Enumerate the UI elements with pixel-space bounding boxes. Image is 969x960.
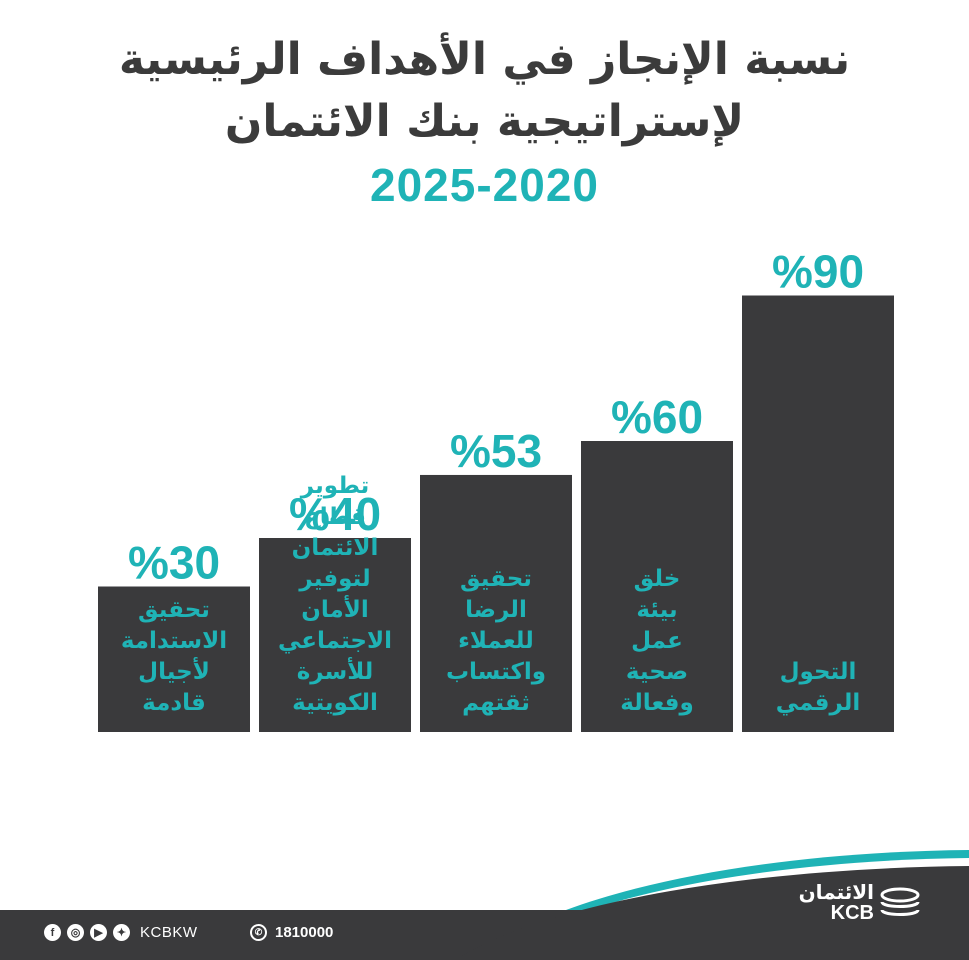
whatsapp-icon[interactable]: ✆ (250, 924, 267, 941)
bar-3 (420, 474, 572, 732)
bar-5 (742, 295, 894, 732)
bar-category-label-5-line-1: التحول (780, 659, 857, 685)
social-handle: KCBKW (140, 924, 198, 941)
bar-category-label-4-line-4: صحية (626, 659, 688, 685)
bar-category-label-2-line-7: للأسرة (297, 656, 374, 685)
instagram-icon[interactable]: ◎ (67, 924, 84, 941)
bar-4 (581, 441, 733, 732)
kcb-logo: الائتمان KCB (790, 880, 930, 930)
phone-number: 1810000 (275, 924, 334, 941)
logo-english-text: KCB (830, 902, 874, 924)
youtube-icon[interactable]: ▶ (90, 924, 107, 941)
logo-arabic-text: الائتمان (798, 880, 874, 904)
bar-category-label-1-line-4: قادمة (142, 690, 206, 716)
bar-category-label-4-line-5: وفعالة (620, 690, 694, 716)
bar-category-label-3-line-4: واكتساب (446, 659, 546, 685)
bar-value-label-1: %30 (128, 537, 220, 589)
bar-category-label-1-line-3: لأجيال (138, 656, 210, 685)
coins-logo-icon (880, 887, 920, 916)
page-title-line2: لإستراتيجية بنك الائتمان (224, 96, 745, 147)
phone-contact: ✆ 1810000 (250, 924, 333, 941)
footer-wave-overlay (455, 866, 969, 960)
bar-category-label-3-line-3: للعملاء (458, 628, 534, 654)
bar-category-label-2-line-1: تطوير (300, 473, 369, 499)
bar-value-label-3: %53 (450, 425, 542, 477)
year-range: 2025-2020 (370, 159, 599, 211)
bar-value-label-2: %40 (289, 488, 381, 540)
bar-1 (98, 586, 250, 732)
bar-category-label-2-line-6: الاجتماعي (278, 628, 392, 654)
bar-category-label-3-line-2: الرضا (465, 597, 527, 623)
twitter-icon[interactable]: ✦ (113, 924, 130, 941)
bar-category-label-3-line-5: ثقتهم (462, 690, 530, 716)
page-title-line1: نسبة الإنجاز في الأهداف الرئيسية (118, 34, 851, 85)
bar-category-label-3-line-1: تحقيق (460, 566, 532, 592)
bar-category-label-2-line-5: الأمان (301, 594, 369, 623)
bar-category-label-2-line-8: الكويتية (292, 690, 378, 716)
social-links: f ◎ ▶ ✦ KCBKW (44, 924, 198, 941)
bar-value-label-5: %90 (772, 246, 864, 298)
bar-category-label-4-line-2: بيئة (636, 597, 677, 623)
bar-category-label-2-line-2: قطاع (304, 504, 366, 530)
bar-category-label-1-line-1: تحقيق (138, 597, 210, 623)
bar-category-label-2-line-3: الائتمان (292, 535, 379, 561)
bar-category-label-4-line-3: عمل (631, 628, 683, 654)
bar-category-label-1-line-2: الاستدامة (121, 628, 227, 654)
bar-category-label-2-line-4: لتوفير (298, 566, 370, 592)
bar-category-label-5-line-2: الرقمي (776, 690, 861, 716)
bar-value-label-4: %60 (611, 391, 703, 443)
facebook-icon[interactable]: f (44, 924, 61, 941)
bar-category-label-4-line-1: خلق (634, 566, 681, 592)
bar-2 (259, 538, 411, 732)
